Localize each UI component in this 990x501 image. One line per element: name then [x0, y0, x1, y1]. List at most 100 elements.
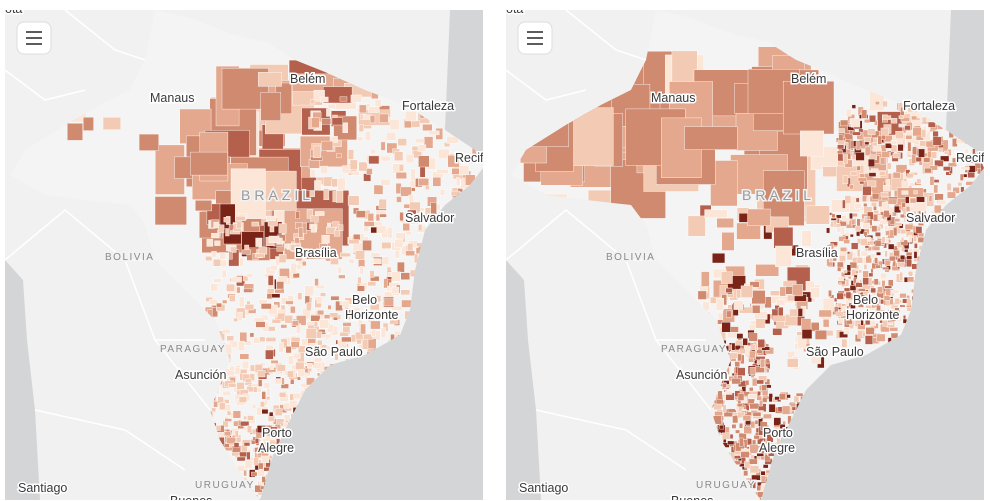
municipality: [857, 303, 865, 308]
municipality: [916, 196, 925, 203]
municipality: [314, 180, 322, 191]
municipality: [749, 444, 759, 453]
municipality: [246, 425, 252, 433]
municipality: [876, 225, 881, 232]
municipality: [868, 158, 876, 167]
map: ota Manaus Belém Fortaleza Recif BRAZIL Salvad…: [5, 10, 483, 500]
municipality: [765, 358, 770, 365]
municipality: [801, 230, 812, 247]
municipality: [266, 387, 271, 396]
municipality: [929, 176, 935, 186]
menu-button[interactable]: [517, 21, 553, 55]
municipality: [733, 455, 741, 460]
municipality: [837, 144, 845, 150]
municipality: [826, 253, 831, 257]
municipality: [243, 470, 247, 477]
municipality: [889, 255, 896, 262]
municipality: [882, 318, 889, 327]
municipality: [342, 322, 352, 327]
municipality: [968, 159, 976, 164]
municipality: [341, 165, 351, 174]
municipality: [310, 225, 316, 233]
municipality: [308, 159, 320, 169]
menu-button[interactable]: [16, 21, 52, 55]
municipality: [459, 165, 470, 176]
municipality: [337, 224, 344, 231]
municipality: [327, 304, 332, 310]
municipality: [882, 266, 889, 270]
municipality: [864, 146, 871, 156]
municipality: [856, 256, 863, 264]
municipality: [870, 287, 877, 294]
municipality: [337, 177, 346, 191]
municipality: [230, 168, 266, 219]
municipality: [885, 143, 892, 149]
border: [565, 10, 647, 61]
municipality: [375, 210, 387, 215]
municipality: [260, 303, 272, 310]
municipality: [895, 130, 904, 139]
place-label: Santiago: [519, 481, 568, 495]
municipality: [884, 250, 888, 258]
municipality: [246, 451, 251, 460]
municipality: [883, 185, 891, 192]
municipality: [871, 225, 878, 233]
municipality: [368, 106, 380, 113]
place-label: Brasília: [295, 246, 337, 260]
municipality: [849, 212, 853, 220]
municipality: [293, 353, 301, 359]
municipality: [756, 349, 763, 354]
municipality: [863, 264, 868, 270]
municipality: [843, 287, 851, 292]
municipality: [239, 332, 248, 343]
municipality: [278, 342, 284, 353]
municipality: [876, 314, 882, 321]
municipality: [770, 290, 780, 296]
municipality: [743, 470, 749, 477]
municipality: [888, 243, 895, 250]
municipality: [870, 253, 876, 259]
municipality: [756, 379, 765, 385]
municipality: [334, 229, 341, 237]
municipality: [339, 96, 348, 102]
municipality: [774, 426, 784, 436]
municipality: [911, 263, 918, 270]
municipality: [905, 135, 913, 140]
municipality: [229, 246, 237, 253]
municipality: [876, 333, 886, 342]
municipality: [749, 458, 758, 465]
municipality: [283, 402, 290, 409]
municipality: [753, 435, 760, 440]
municipality: [737, 353, 742, 362]
municipality: [326, 226, 336, 234]
municipality: [294, 237, 300, 244]
municipality: [261, 476, 266, 483]
municipality: [943, 166, 951, 172]
municipality: [340, 352, 351, 358]
municipality: [886, 162, 892, 170]
municipality: [844, 159, 853, 168]
municipality: [907, 215, 912, 223]
municipality: [964, 148, 969, 154]
municipality: [760, 421, 768, 431]
municipality: [236, 456, 246, 462]
municipality: [67, 123, 83, 141]
municipality: [960, 153, 967, 158]
municipality: [224, 418, 232, 422]
municipality: [914, 243, 918, 249]
border: [5, 69, 86, 101]
municipality: [781, 405, 791, 415]
municipality: [223, 399, 230, 404]
municipality: [254, 253, 266, 258]
municipality: [355, 210, 366, 218]
municipality: [842, 199, 846, 209]
map-panel: ota Manaus Belém Fortaleza Recif BRAZIL Salvad…: [506, 10, 984, 500]
municipality: [370, 276, 380, 282]
municipality: [837, 150, 844, 155]
municipality: [732, 415, 739, 424]
municipality: [256, 406, 262, 416]
municipality: [923, 157, 931, 163]
municipality: [389, 319, 399, 325]
municipality: [379, 113, 389, 123]
municipality: [737, 411, 745, 418]
